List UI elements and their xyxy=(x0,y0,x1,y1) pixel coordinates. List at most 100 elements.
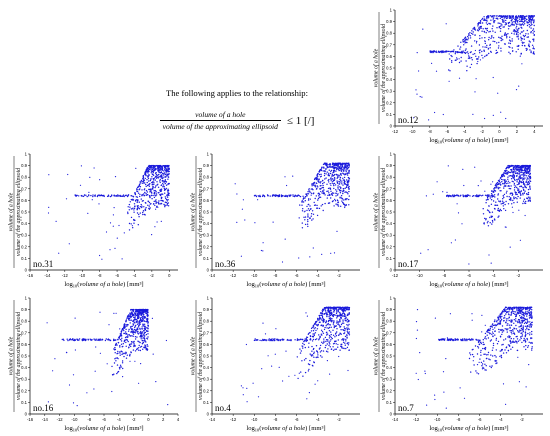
data-point xyxy=(142,211,144,214)
data-point xyxy=(433,51,435,53)
data-point xyxy=(464,49,467,51)
data-point xyxy=(499,22,501,24)
data-point xyxy=(481,365,483,367)
data-point xyxy=(505,182,507,185)
data-point xyxy=(485,365,487,367)
data-point xyxy=(337,188,339,190)
data-point xyxy=(127,340,129,343)
data-point xyxy=(275,328,277,330)
y-tick-label: 0.9 xyxy=(386,307,392,312)
data-point xyxy=(450,242,452,244)
data-point xyxy=(164,192,166,194)
data-point xyxy=(341,347,343,349)
data-point xyxy=(477,339,479,341)
data-point xyxy=(520,31,523,33)
data-point xyxy=(335,309,338,311)
data-point xyxy=(469,195,471,197)
data-point xyxy=(165,168,168,170)
data-point xyxy=(342,339,345,341)
data-point xyxy=(529,196,531,198)
data-point xyxy=(480,341,482,343)
data-point xyxy=(236,221,238,223)
data-point xyxy=(344,342,346,344)
data-point xyxy=(484,337,486,339)
data-point xyxy=(315,195,317,197)
data-point xyxy=(474,166,476,168)
data-point xyxy=(515,20,517,22)
data-point xyxy=(143,340,145,342)
data-point xyxy=(506,37,508,39)
data-point xyxy=(468,194,470,196)
data-point xyxy=(336,180,338,182)
data-point xyxy=(512,30,515,32)
scatter-plot-no16: 00.10.20.30.40.50.60.70.80.91-16 -14 -12 -1… xyxy=(7,296,179,433)
data-point xyxy=(333,192,335,194)
data-point xyxy=(271,339,273,342)
data-point xyxy=(322,319,325,321)
data-point xyxy=(464,42,466,44)
data-point xyxy=(130,345,132,348)
data-point xyxy=(529,199,531,202)
data-point xyxy=(466,41,468,44)
data-point xyxy=(477,345,479,348)
data-point xyxy=(332,180,334,183)
data-point xyxy=(479,37,481,40)
data-point xyxy=(489,15,492,17)
data-point xyxy=(483,18,486,20)
data-point xyxy=(322,179,324,182)
data-point xyxy=(517,23,519,25)
data-point xyxy=(330,317,332,319)
data-point xyxy=(150,189,152,191)
data-point xyxy=(508,51,510,53)
data-point xyxy=(505,306,508,309)
data-point xyxy=(524,34,526,37)
data-point xyxy=(490,339,493,341)
data-point xyxy=(112,225,114,227)
data-point xyxy=(321,315,324,318)
data-point xyxy=(143,337,146,340)
data-point xyxy=(464,36,467,38)
data-point xyxy=(136,186,139,189)
caption-relation: ≤ 1 [/] xyxy=(286,114,315,127)
data-point xyxy=(497,47,500,49)
data-point xyxy=(271,365,273,367)
data-point xyxy=(123,352,125,354)
data-point xyxy=(320,175,322,177)
data-point xyxy=(304,210,306,212)
data-point xyxy=(149,165,151,167)
data-point xyxy=(339,333,342,335)
data-point xyxy=(154,194,156,196)
data-point xyxy=(500,178,503,181)
data-point xyxy=(115,312,117,314)
data-point xyxy=(325,344,327,347)
data-point xyxy=(524,184,526,186)
data-point xyxy=(475,370,477,372)
data-point xyxy=(504,180,506,182)
data-point xyxy=(337,311,339,313)
data-point xyxy=(524,190,526,192)
data-point xyxy=(143,308,145,311)
data-point xyxy=(531,44,534,46)
data-point xyxy=(340,205,342,207)
data-point xyxy=(474,40,476,42)
data-point xyxy=(137,328,139,330)
data-point xyxy=(470,45,473,47)
data-point xyxy=(83,339,85,341)
data-point xyxy=(492,40,494,42)
data-point xyxy=(431,62,433,64)
data-point xyxy=(339,183,341,185)
data-point xyxy=(155,202,157,205)
data-point xyxy=(313,351,315,353)
data-point xyxy=(148,174,150,176)
data-point xyxy=(341,200,343,202)
data-point xyxy=(460,51,463,54)
data-point xyxy=(309,191,311,193)
data-point xyxy=(321,356,323,358)
data-point xyxy=(527,321,529,323)
data-point xyxy=(163,174,165,176)
data-point xyxy=(516,309,518,311)
data-point xyxy=(482,341,484,344)
data-point xyxy=(498,41,500,44)
data-point xyxy=(484,117,486,120)
data-point xyxy=(146,179,148,181)
